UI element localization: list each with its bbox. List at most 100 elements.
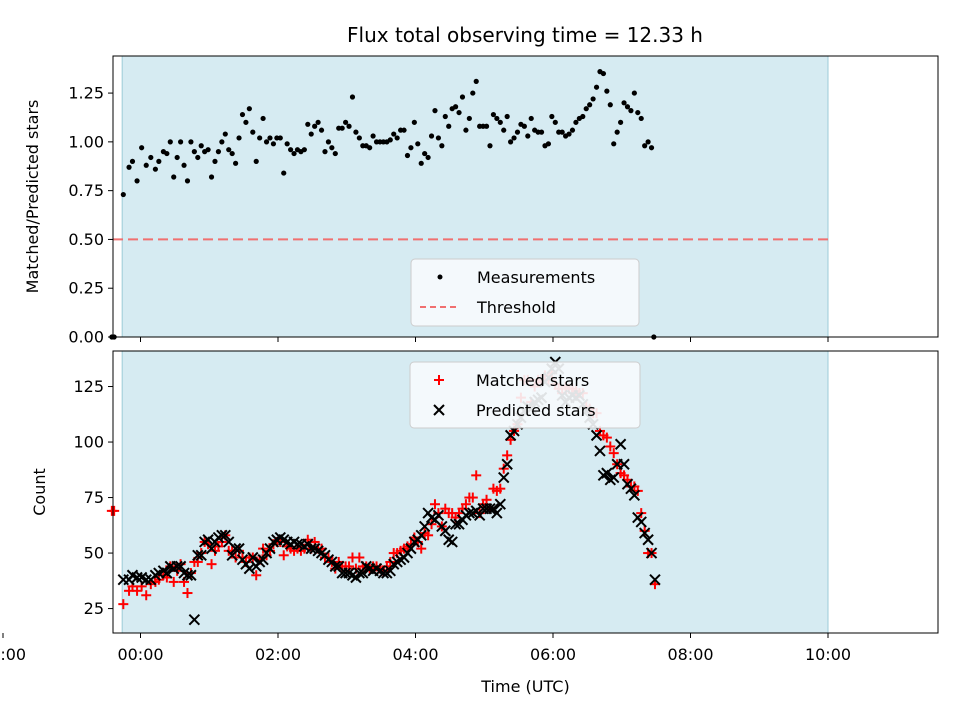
measurement-point (270, 141, 277, 147)
measurement-point (222, 131, 228, 137)
chart-title: Flux total observing time = 12.33 h (347, 23, 703, 47)
matched-star-point (471, 470, 482, 481)
matched-star-point (118, 599, 129, 610)
matched-star-point (481, 494, 492, 505)
measurement-point (422, 150, 428, 157)
measurement-point (525, 133, 531, 139)
measurement-point (257, 135, 263, 141)
measurement-point (346, 123, 352, 129)
matched-star-point (502, 450, 513, 461)
matched-star-point (429, 499, 440, 510)
measurement-point (291, 150, 297, 157)
predicted-star-point (418, 520, 431, 533)
legend: Measurements Threshold (410, 258, 640, 327)
y-axis-label: Count (30, 468, 49, 516)
x-axis-ticks (140, 337, 829, 342)
measurement-point (501, 127, 507, 133)
predicted-star-point (181, 569, 194, 581)
matched-star-point (132, 585, 143, 596)
matched-star-point (416, 543, 427, 554)
y-tick-label: 0.75 (68, 181, 104, 200)
measurement-point (343, 119, 349, 125)
measurement-point (607, 102, 613, 108)
plot-frame (112, 55, 939, 338)
measurement-point (288, 147, 294, 153)
measurement-point (339, 125, 345, 131)
predicted-star-point (229, 542, 242, 555)
legend-label-threshold: Threshold (476, 298, 556, 317)
predicted-star-point (377, 567, 390, 579)
predicted-star-point (257, 554, 269, 566)
predicted-star-point (501, 458, 513, 470)
predicted-star-point (446, 536, 458, 548)
predicted-star-point (594, 445, 606, 457)
measurement-point (167, 139, 173, 145)
predicted-star-point (415, 529, 427, 542)
predicted-star-point (140, 574, 152, 586)
measurement-point (391, 131, 397, 137)
predicted-star-point (205, 542, 218, 555)
legend-x-marker (433, 404, 445, 416)
matched-star-point (168, 576, 179, 587)
measurement-point (301, 147, 307, 153)
measurement-point (604, 88, 610, 94)
x-tick-label: 04:00 (392, 645, 438, 664)
measurement-point (171, 174, 177, 180)
measurement-point (593, 84, 600, 90)
measurement-point (246, 106, 252, 112)
measurement-point (156, 158, 162, 164)
predicted-star-point (384, 565, 396, 577)
measurement-point (129, 158, 136, 164)
x-tick-label: 00:00 (117, 645, 163, 664)
legend-marker-matched (434, 375, 444, 385)
measurement-point (139, 145, 145, 151)
matched-star-point (278, 550, 289, 561)
measurement-point (318, 127, 325, 133)
predicted-star-point (247, 551, 259, 564)
measurement-point (404, 152, 411, 159)
predicted-star-point (188, 613, 201, 626)
measurement-point (497, 119, 503, 125)
measurement-point (459, 94, 466, 100)
measurement-point (442, 113, 448, 120)
measurement-point (587, 102, 593, 108)
predicted-star-point (202, 534, 214, 546)
measurement-point (418, 160, 424, 166)
measurement-point (425, 154, 431, 161)
y-tick-label: 75 (84, 488, 104, 507)
measurement-point (312, 123, 318, 129)
predicted-star-point (305, 542, 317, 555)
measurement-point (174, 154, 180, 161)
plot-frame (112, 350, 939, 634)
measurement-point (611, 141, 617, 147)
predicted-star-point (649, 574, 661, 586)
predicted-star-point (601, 467, 613, 479)
measurement-point (143, 162, 149, 168)
measurement-point (504, 113, 510, 120)
measurement-point (367, 145, 373, 151)
y-tick-label: 0.50 (68, 230, 104, 249)
legend-marker-measurements (437, 274, 443, 280)
measurement-point (370, 133, 376, 139)
measurement-point (315, 119, 321, 125)
legend: Matched stars Predicted stars (409, 361, 641, 429)
measurement-point (648, 145, 655, 151)
measurement-point (353, 129, 359, 135)
measurement-point (284, 141, 290, 147)
measurement-point (432, 108, 438, 114)
matched-star-point (423, 530, 434, 541)
matched-star-point (601, 432, 612, 443)
measurement-point (219, 139, 225, 145)
measurement-point (188, 139, 194, 145)
measurement-point (329, 145, 335, 151)
measurement-point (322, 149, 328, 155)
matched-star-point (495, 483, 506, 494)
measurement-point (205, 147, 211, 153)
measurement-point (573, 119, 579, 125)
predicted-star-point (161, 567, 173, 579)
measurement-point (243, 119, 249, 125)
predicted-star-point (625, 482, 637, 495)
measurement-point (583, 106, 589, 112)
predicted-star-point (494, 498, 506, 510)
x-tick-label: 06:00 (530, 645, 576, 664)
